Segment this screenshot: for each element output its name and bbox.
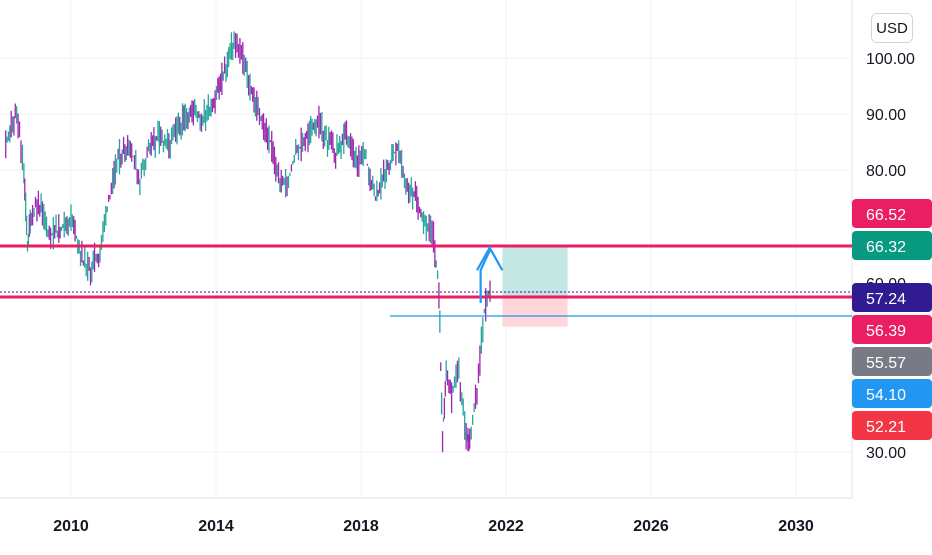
price-label-background — [852, 231, 932, 260]
x-tick-label: 2010 — [53, 518, 89, 535]
x-tick-label: 2030 — [778, 518, 814, 535]
price-label-text: 66.32 — [866, 239, 906, 256]
price-label-57-24: 57.24 — [852, 283, 932, 312]
x-tick-label: 2014 — [198, 518, 234, 535]
x-tick-label: 2022 — [488, 518, 524, 535]
price-label-66-32: 66.32 — [852, 231, 932, 260]
price-label-55-57: 55.57 — [852, 347, 932, 376]
price-label-52-21: 52.21 — [852, 411, 932, 440]
price-label-text: 54.10 — [866, 387, 906, 404]
arrow-head — [476, 245, 504, 271]
price-label-text: 52.21 — [866, 419, 906, 436]
y-tick-label: 100.00 — [866, 51, 915, 68]
currency-button[interactable]: USD — [871, 13, 913, 43]
price-label-54-10: 54.10 — [852, 379, 932, 408]
profit-zone — [502, 246, 568, 297]
x-tick-label: 2018 — [343, 518, 379, 535]
price-label-text: 66.52 — [866, 207, 906, 224]
y-tick-label: 80.00 — [866, 163, 906, 180]
price-label-background — [852, 283, 932, 312]
y-tick-label: 30.00 — [866, 445, 906, 462]
price-label-text: 57.24 — [866, 291, 906, 308]
x-tick-label: 2026 — [633, 518, 669, 535]
arrow-shaft — [479, 250, 491, 303]
stop-loss-zone — [502, 297, 568, 327]
price-label-background — [852, 379, 932, 408]
price-label-background — [852, 411, 932, 440]
arrow-drawing — [476, 245, 504, 303]
price-label-background — [852, 199, 932, 228]
price-label-background — [852, 347, 932, 376]
price-label-text: 55.57 — [866, 355, 906, 372]
price-label-56-39: 56.39 — [852, 315, 932, 344]
price-label-background — [852, 315, 932, 344]
price-label-66-52: 66.52 — [852, 199, 932, 228]
grid-lines — [0, 0, 852, 498]
y-tick-label: 90.00 — [866, 107, 906, 124]
price-series — [5, 31, 491, 453]
price-label-text: 56.39 — [866, 323, 906, 340]
